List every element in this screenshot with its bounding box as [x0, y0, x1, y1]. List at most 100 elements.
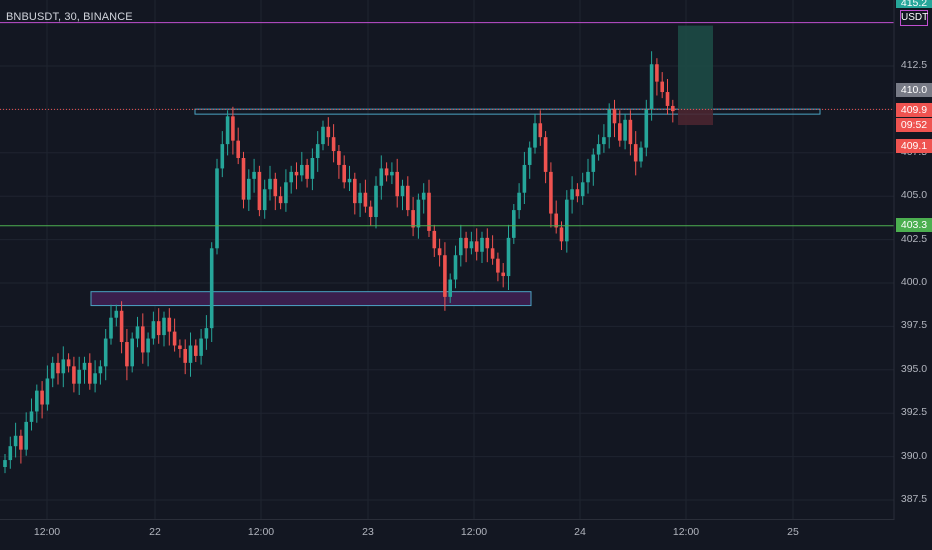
candle-body — [432, 230, 437, 249]
candle-body — [231, 116, 235, 141]
candle-body — [474, 241, 479, 252]
candle-body — [602, 137, 606, 145]
candle-body — [35, 390, 39, 412]
candle-body — [315, 144, 320, 159]
candle-body — [72, 366, 76, 384]
stop-box — [678, 109, 713, 126]
candle-body — [538, 123, 543, 138]
candle-body — [660, 81, 664, 93]
candle-body — [247, 178, 251, 200]
candle-body — [114, 310, 119, 318]
candle-body — [88, 362, 92, 384]
time-tick-label: 12:00 — [460, 526, 488, 538]
candle-body — [262, 189, 267, 211]
candle-body — [342, 164, 346, 183]
time-tick-label: 12:00 — [247, 526, 275, 538]
candle-body — [607, 109, 611, 138]
candle-body — [485, 237, 490, 249]
candle-body — [220, 144, 225, 169]
candle-body — [252, 171, 256, 179]
candle-body — [459, 237, 463, 256]
candle-body — [19, 435, 23, 450]
candle-body — [612, 109, 617, 124]
candle-body — [671, 105, 675, 112]
candle-body — [427, 192, 431, 231]
price-label-top: 415.2 — [896, 0, 932, 8]
candle-body — [512, 210, 516, 238]
target-box — [678, 25, 713, 110]
price-tick-label: 412.5 — [900, 59, 928, 71]
candle-body — [655, 64, 659, 82]
candle-body — [554, 213, 558, 228]
candle-body — [204, 328, 209, 339]
candle-body — [522, 164, 527, 193]
candle-body — [236, 140, 240, 159]
candle-body — [501, 272, 505, 277]
candle-body — [570, 189, 574, 200]
candle-body — [66, 359, 71, 367]
symbol-title[interactable]: BNBUSDT, 30, BINANCE — [6, 11, 133, 23]
price-label-current: 409.9 — [896, 103, 932, 117]
price-tick-label: 400.0 — [900, 276, 928, 288]
price-tick-label: 405.0 — [900, 189, 928, 202]
candle-body — [649, 64, 654, 110]
candle-body — [24, 421, 28, 450]
candle-body — [353, 178, 357, 204]
candle-body — [368, 206, 373, 218]
price-tick-label: 390.0 — [900, 449, 928, 462]
candle-body — [363, 192, 368, 207]
price-label-stop: 409.1 — [896, 139, 932, 153]
candle-body — [390, 171, 394, 176]
time-tick-label: 25 — [787, 526, 799, 538]
candle-body — [337, 151, 341, 165]
candle-body — [527, 147, 532, 165]
candle-body — [98, 366, 103, 374]
candle-body — [151, 321, 156, 339]
candle-body — [284, 182, 288, 204]
candle-body — [384, 168, 389, 176]
time-tick-label: 12:00 — [33, 526, 61, 538]
candle-body — [40, 390, 44, 405]
candle-body — [321, 126, 325, 145]
candle-body — [490, 248, 495, 259]
price-tick-label: 392.5 — [900, 406, 928, 419]
candle-body — [215, 168, 219, 249]
candle-body — [183, 348, 187, 363]
candle-body — [496, 258, 500, 273]
countdown-label: 09:52 — [896, 118, 932, 132]
candle-body — [167, 317, 172, 332]
candle-body — [56, 362, 60, 374]
horizontal-lines — [0, 22, 894, 227]
candle-body — [146, 338, 150, 353]
candle-body — [125, 342, 129, 367]
candle-body — [82, 362, 87, 370]
candle-body — [358, 192, 362, 204]
candle-body — [644, 109, 649, 148]
price-label-last: 410.0 — [896, 83, 932, 97]
candle-body — [225, 116, 230, 145]
candle-body — [374, 185, 378, 218]
candle-body — [406, 185, 410, 211]
candle-body — [575, 189, 580, 197]
price-tick-label: 397.5 — [900, 319, 928, 332]
candle-body — [596, 144, 601, 155]
candle-body — [119, 310, 124, 343]
candle-body — [130, 338, 134, 367]
currency-label[interactable]: USDT — [900, 10, 928, 26]
candle-body — [480, 237, 484, 252]
candle-body — [50, 362, 55, 379]
time-tick-label: 24 — [574, 526, 586, 538]
candle-body — [586, 171, 590, 183]
candle-body — [326, 126, 331, 138]
candle-body — [3, 460, 7, 468]
candle-body — [29, 411, 34, 422]
time-tick-label: 12:00 — [672, 526, 700, 538]
candle-body — [268, 178, 272, 190]
candle-body — [411, 210, 415, 228]
candle-body — [591, 154, 596, 172]
candle-body — [448, 279, 452, 297]
price-tick-label: 387.5 — [900, 493, 928, 505]
candle-body — [543, 137, 548, 172]
candle-body — [289, 171, 293, 183]
